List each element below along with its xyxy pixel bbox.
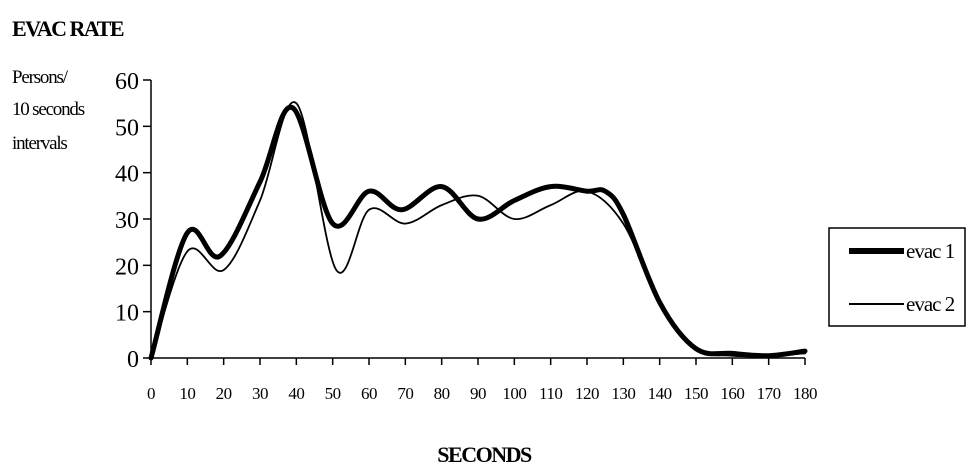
- x-tick-label: 80: [434, 384, 450, 403]
- y-tick-label: 30: [115, 208, 139, 234]
- chart-axes: 0 10 20 30 40 50 60 0 10 20 30 40 50 60 70 80 90 100 110 12…: [115, 69, 818, 403]
- series-line-evac-1: [148, 105, 808, 361]
- x-tick-label: 20: [216, 384, 232, 403]
- x-tick-label: 60: [361, 384, 377, 403]
- y-tick-label: 20: [115, 254, 139, 280]
- x-tick-label: 100: [502, 384, 526, 403]
- x-tick-label: 0: [147, 384, 155, 403]
- x-tick-label: 70: [397, 384, 413, 403]
- x-tick-label: 110: [539, 384, 562, 403]
- x-tick-label: 170: [757, 384, 781, 403]
- x-tick-label: 40: [288, 384, 304, 403]
- series-line-evac-2: [150, 101, 806, 359]
- legend: evac 1 evac 2: [828, 227, 966, 327]
- y-axis-label-line-1: Persons/: [12, 67, 69, 88]
- y-axis-label-line-3: intervals: [12, 133, 67, 154]
- x-tick-label: 160: [720, 384, 744, 403]
- x-tick-label: 180: [793, 384, 817, 403]
- x-tick-label: 90: [470, 384, 486, 403]
- x-tick-label: 10: [179, 384, 195, 403]
- x-tick-label: 50: [325, 384, 341, 403]
- y-tick-label: 50: [115, 115, 139, 141]
- legend-label-evac-1: evac 1: [906, 239, 955, 263]
- x-tick-label: 130: [611, 384, 635, 403]
- x-tick-label: 30: [252, 384, 268, 403]
- series-layer: [148, 101, 808, 361]
- y-tick-label: 60: [115, 69, 139, 95]
- x-axis-label: SECONDS: [437, 442, 532, 467]
- y-axis-label-line-2: 10 seconds: [12, 99, 85, 120]
- y-tick-label: 10: [115, 301, 139, 327]
- x-tick-label: 120: [575, 384, 599, 403]
- x-tick-label: 140: [648, 384, 672, 403]
- y-tick-label: 40: [115, 162, 139, 188]
- y-tick-label: 0: [127, 347, 139, 373]
- x-tick-label: 150: [684, 384, 708, 403]
- legend-label-evac-2: evac 2: [906, 292, 955, 316]
- chart-title: EVAC RATE: [12, 16, 124, 41]
- legend-box: [828, 227, 966, 327]
